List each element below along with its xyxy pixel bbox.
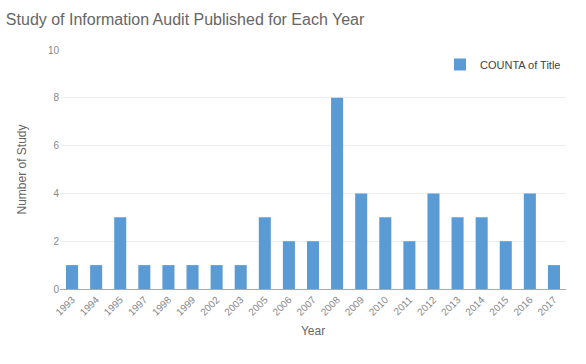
svg-text:1999: 1999 xyxy=(174,294,198,318)
svg-text:2014: 2014 xyxy=(463,294,487,318)
svg-text:2008: 2008 xyxy=(319,294,343,318)
svg-text:1998: 1998 xyxy=(150,294,174,318)
svg-text:2009: 2009 xyxy=(343,294,367,318)
svg-text:Study of Information Audit Pub: Study of Information Audit Published for… xyxy=(6,11,365,28)
svg-text:Year: Year xyxy=(301,324,325,338)
svg-text:2015: 2015 xyxy=(487,294,511,318)
svg-text:2013: 2013 xyxy=(439,294,463,318)
svg-text:2011: 2011 xyxy=(391,294,414,317)
svg-text:2: 2 xyxy=(53,236,59,247)
svg-text:1993: 1993 xyxy=(53,294,77,318)
svg-text:2005: 2005 xyxy=(246,294,270,318)
svg-text:8: 8 xyxy=(53,92,59,103)
svg-text:0: 0 xyxy=(53,284,59,295)
svg-text:10: 10 xyxy=(48,45,60,56)
svg-text:Number of Study: Number of Study xyxy=(15,124,29,214)
svg-text:2002: 2002 xyxy=(198,294,222,318)
svg-text:1994: 1994 xyxy=(78,294,102,318)
svg-text:6: 6 xyxy=(53,140,59,151)
svg-text:2003: 2003 xyxy=(222,294,246,318)
svg-text:1997: 1997 xyxy=(126,294,150,318)
svg-text:2012: 2012 xyxy=(415,294,439,318)
svg-text:2017: 2017 xyxy=(535,294,559,318)
svg-text:1995: 1995 xyxy=(102,294,126,318)
svg-text:2006: 2006 xyxy=(270,294,294,318)
svg-text:2010: 2010 xyxy=(367,294,391,318)
svg-text:2007: 2007 xyxy=(294,294,318,318)
svg-text:2016: 2016 xyxy=(511,294,535,318)
svg-text:COUNTA of Title: COUNTA of Title xyxy=(480,59,560,71)
svg-text:4: 4 xyxy=(53,188,59,199)
